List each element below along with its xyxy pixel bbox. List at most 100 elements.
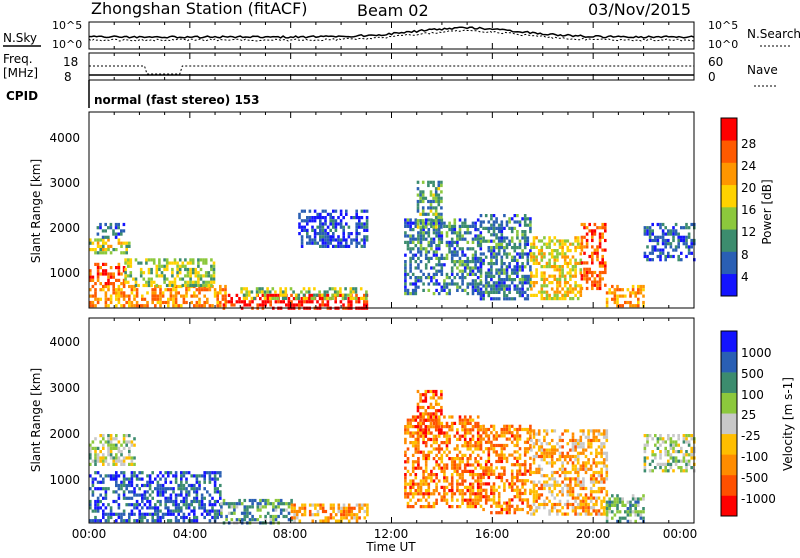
heatmap-cell [556,493,559,497]
heatmap-cell [561,506,564,510]
heatmap-cell [259,303,262,307]
heatmap-cell [553,480,557,484]
heatmap-cell [191,271,195,275]
heatmap-cell [631,497,635,501]
heatmap-cell [199,283,203,288]
heatmap-cell [222,502,226,506]
heatmap-cell [576,477,580,481]
heatmap-cell [500,431,504,435]
heatmap-cell [495,242,498,246]
heatmap-cell [651,229,654,233]
heatmap-cell [605,519,609,523]
heatmap-cell [611,516,614,520]
heatmap-cell [207,283,211,288]
heatmap-cell [419,396,422,400]
heatmap-cell [490,268,493,272]
heatmap-cell [532,236,536,240]
heatmap-cell [516,463,519,467]
heatmap-cell [508,427,511,432]
heatmap-cell [490,469,493,473]
heatmap-cell [114,232,118,236]
heatmap-cell [161,493,165,497]
heatmap-cell [561,467,564,471]
heatmap-cell [508,278,511,282]
heatmap-cell [445,285,449,289]
heatmap-cell [471,272,475,276]
heatmap-cell [516,434,519,438]
heatmap-cell [424,399,428,403]
heatmap-cell [440,218,444,222]
heatmap-cell [471,285,475,289]
heatmap-cell [530,470,533,475]
heatmap-cell [427,250,431,254]
heatmap-cell [263,296,267,300]
heatmap-cell [516,491,519,496]
heatmap-cell [216,515,219,520]
heatmap-cell [422,469,425,473]
heatmap-cell [537,464,541,468]
heatmap-cell [450,282,454,286]
heatmap-cell [124,267,127,272]
heatmap-cell [329,238,332,242]
heatmap-cell [324,241,327,245]
heatmap-cell [429,199,433,204]
heatmap-cell [598,226,602,230]
heatmap-cell [434,402,438,406]
heatmap-cell [592,496,596,500]
heatmap-cell [360,216,364,220]
heatmap-cell [521,507,524,512]
heatmap-cell [566,245,570,249]
heatmap-cell [513,226,517,230]
heatmap-cell [213,294,217,298]
heatmap-cell [471,260,475,264]
heatmap-cell [505,456,509,460]
power-cbar-swatch [721,162,737,186]
heatmap-cell [579,483,583,487]
heatmap-cell [510,424,514,428]
heatmap-cell [518,223,522,227]
heatmap-cell [453,466,457,470]
heatmap-cell [510,463,514,467]
heatmap-cell [458,489,462,493]
heatmap-cell [672,456,675,460]
heatmap-cell [122,480,126,484]
heatmap-cell [194,274,198,278]
heatmap-cell [601,222,604,227]
heatmap-cell [503,214,506,218]
heatmap-cell [193,515,196,520]
heatmap-cell [490,504,493,508]
heatmap-cell [526,294,530,298]
heatmap-cell [450,250,454,254]
heatmap-cell [274,508,278,512]
heatmap-cell [256,505,260,509]
heatmap-cell [158,267,161,272]
heatmap-cell [440,183,443,188]
heatmap-cell [185,493,188,497]
heatmap-cell [487,262,491,266]
heatmap-cell [339,300,343,304]
heatmap-cell [664,245,667,249]
heatmap-cell [406,428,410,432]
heatmap-cell [674,222,678,227]
heatmap-cell [422,228,425,232]
heatmap-cell [416,203,420,207]
heatmap-cell [664,238,667,243]
heatmap-cell [571,477,575,481]
heatmap-cell [490,297,493,301]
heatmap-cell [235,518,239,522]
heatmap-cell [274,514,278,519]
velocity-cbar-tick-1000: 1000 [741,346,772,360]
heatmap-cell [595,499,598,503]
heatmap-cell [469,415,472,419]
heatmap-cell [250,296,254,300]
heatmap-cell [193,509,196,513]
heatmap-cell [561,249,564,253]
heatmap-cell [102,446,105,450]
heatmap-cell [456,469,459,473]
heatmap-cell [643,462,647,466]
heatmap-cell [354,287,358,291]
heatmap-cell [582,429,585,433]
heatmap-cell [411,444,415,448]
heatmap-cell [334,297,337,301]
heatmap-cell [165,258,169,262]
